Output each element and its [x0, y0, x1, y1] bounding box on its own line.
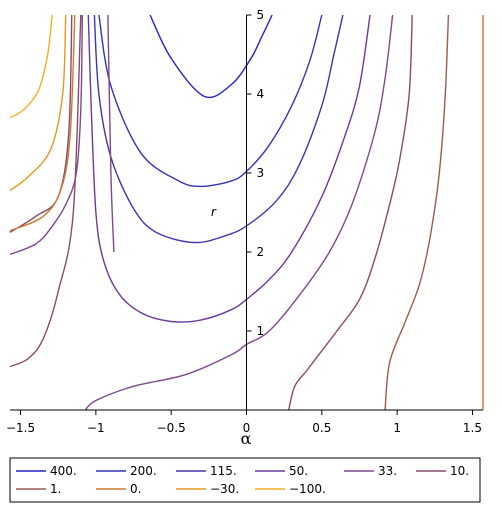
- y-tick-label: 2: [257, 245, 265, 259]
- contour-line-6: [384, 14, 450, 411]
- x-ticks: −1.5 −1 −0.5 0 0.5 1 1.5: [6, 410, 482, 435]
- legend-label: −100.: [289, 482, 326, 496]
- contour-line-4: [9, 14, 83, 256]
- y-ticks: 1 2 3 4 5: [246, 8, 265, 338]
- contour-line-2: [93, 14, 344, 244]
- y-tick-label: 5: [257, 8, 265, 22]
- contour-line-4: [107, 14, 115, 253]
- x-tick-label: 0.5: [312, 421, 331, 435]
- contour-line-5: [9, 14, 73, 233]
- legend-label: 1.: [50, 482, 61, 496]
- legend-label: 10.: [450, 464, 469, 478]
- x-tick-label: 0: [243, 421, 251, 435]
- x-tick-label: −0.5: [157, 421, 186, 435]
- y-axis-title: r: [211, 205, 217, 219]
- contour-line-9: [9, 14, 53, 119]
- x-axis-title: α: [241, 429, 252, 448]
- series-curves: [9, 14, 484, 411]
- legend-label: −30.: [210, 482, 239, 496]
- legend-label: 50.: [289, 464, 308, 478]
- legend-label: 200.: [130, 464, 157, 478]
- x-tick-label: 1: [393, 421, 401, 435]
- y-tick-label: 4: [257, 87, 265, 101]
- contour-line-4: [84, 14, 394, 411]
- x-tick-label: −1.5: [6, 421, 35, 435]
- contour-line-3: [87, 14, 371, 323]
- contour-line-1: [98, 14, 323, 188]
- legend-box: [9, 457, 481, 503]
- contour-line-5: [288, 14, 413, 411]
- contour-line-8: [9, 14, 67, 191]
- contour-line-7: [9, 14, 76, 232]
- legend-label: 0.: [130, 482, 141, 496]
- legend-label: 33.: [378, 464, 397, 478]
- y-tick-label: 1: [257, 324, 265, 338]
- x-tick-label: 1.5: [463, 421, 482, 435]
- contour-line-5: [9, 14, 82, 368]
- legend-label: 400.: [50, 464, 77, 478]
- legend: 400. 200. 115. 50. 33. 10. 1. 0. −30. −100.: [16, 464, 469, 496]
- y-tick-label: 3: [257, 166, 265, 180]
- x-tick-label: −1: [87, 421, 105, 435]
- contour-line-0: [149, 14, 273, 99]
- legend-label: 115.: [210, 464, 237, 478]
